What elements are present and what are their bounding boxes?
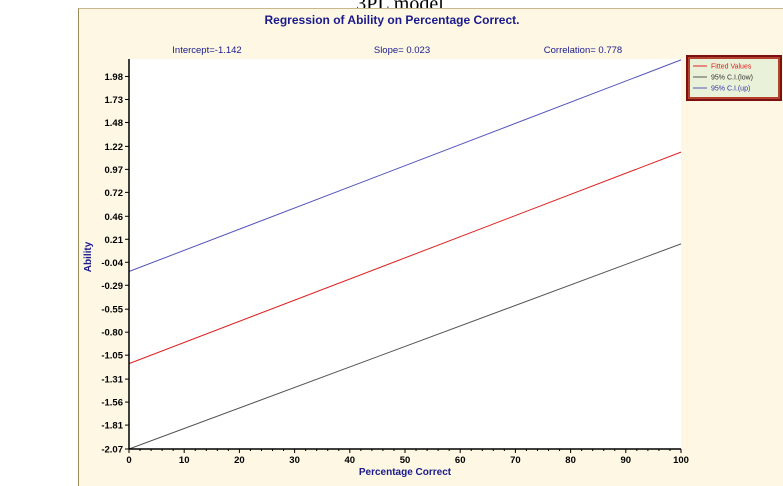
y-tick-label: 0.21 [105,235,124,246]
chart-title: Regression of Ability on Percentage Corr… [265,13,520,27]
y-tick-label: 0.97 [105,165,124,176]
legend-inner [690,59,778,97]
slope-label: Slope= 0.023 [374,45,430,56]
plot-area [129,59,681,449]
x-tick-label: 40 [345,455,356,466]
legend-label-0: Fitted Values [711,64,752,71]
x-tick-label: 0 [126,455,131,466]
series-line-1 [128,243,682,450]
x-tick-label: 50 [400,455,411,466]
x-tick-label: 70 [510,455,521,466]
x-tick-label: 30 [289,455,300,466]
x-axis-title: Percentage Correct [359,467,452,478]
y-tick-label: -0.04 [101,258,123,269]
y-tick-label: 0.46 [105,212,124,223]
x-tick-label: 100 [673,455,689,466]
x-tick-label: 20 [234,455,245,466]
y-tick-label: -0.29 [101,281,123,292]
chart-svg: Regression of Ability on Percentage Corr… [83,13,782,478]
y-axis-title: Ability [83,241,94,272]
y-tick-label: 1.73 [105,95,124,106]
x-tick-label: 10 [179,455,190,466]
legend-label-2: 95% C.I.(up) [711,86,750,93]
intercept-label: Intercept=-1.142 [172,45,241,56]
x-tick-label: 80 [565,455,576,466]
y-tick-label: -2.07 [101,445,123,456]
series-line-2 [128,59,682,272]
series-line-0 [128,151,682,365]
chart-panel: Regression of Ability on Percentage Corr… [78,8,783,486]
correlation-label: Correlation= 0.778 [544,45,622,56]
y-tick-label: -1.31 [101,375,123,386]
y-tick-label: -1.81 [101,421,123,432]
y-tick-label: 1.98 [105,72,124,83]
y-tick-label: 0.72 [105,188,124,199]
legend-label-1: 95% C.I.(low) [711,75,753,82]
legend: Fitted Values 95% C.I.(low) 95% C.I.(up) [686,55,782,101]
series-layer [128,59,682,450]
y-tick-label: 1.22 [105,142,124,153]
y-tick-label: -0.55 [101,305,123,316]
y-tick-label: -1.05 [101,351,123,362]
y-tick-label: -0.80 [101,328,123,339]
y-tick-label: -1.56 [101,398,123,409]
y-tick-label: 1.48 [105,118,124,129]
x-tick-label: 60 [455,455,466,466]
x-tick-label: 90 [621,455,632,466]
axis-layer: 0 10 20 30 40 50 60 70 80 90 100 1.98 1.73 1.48 1.22 0.… [101,59,689,466]
